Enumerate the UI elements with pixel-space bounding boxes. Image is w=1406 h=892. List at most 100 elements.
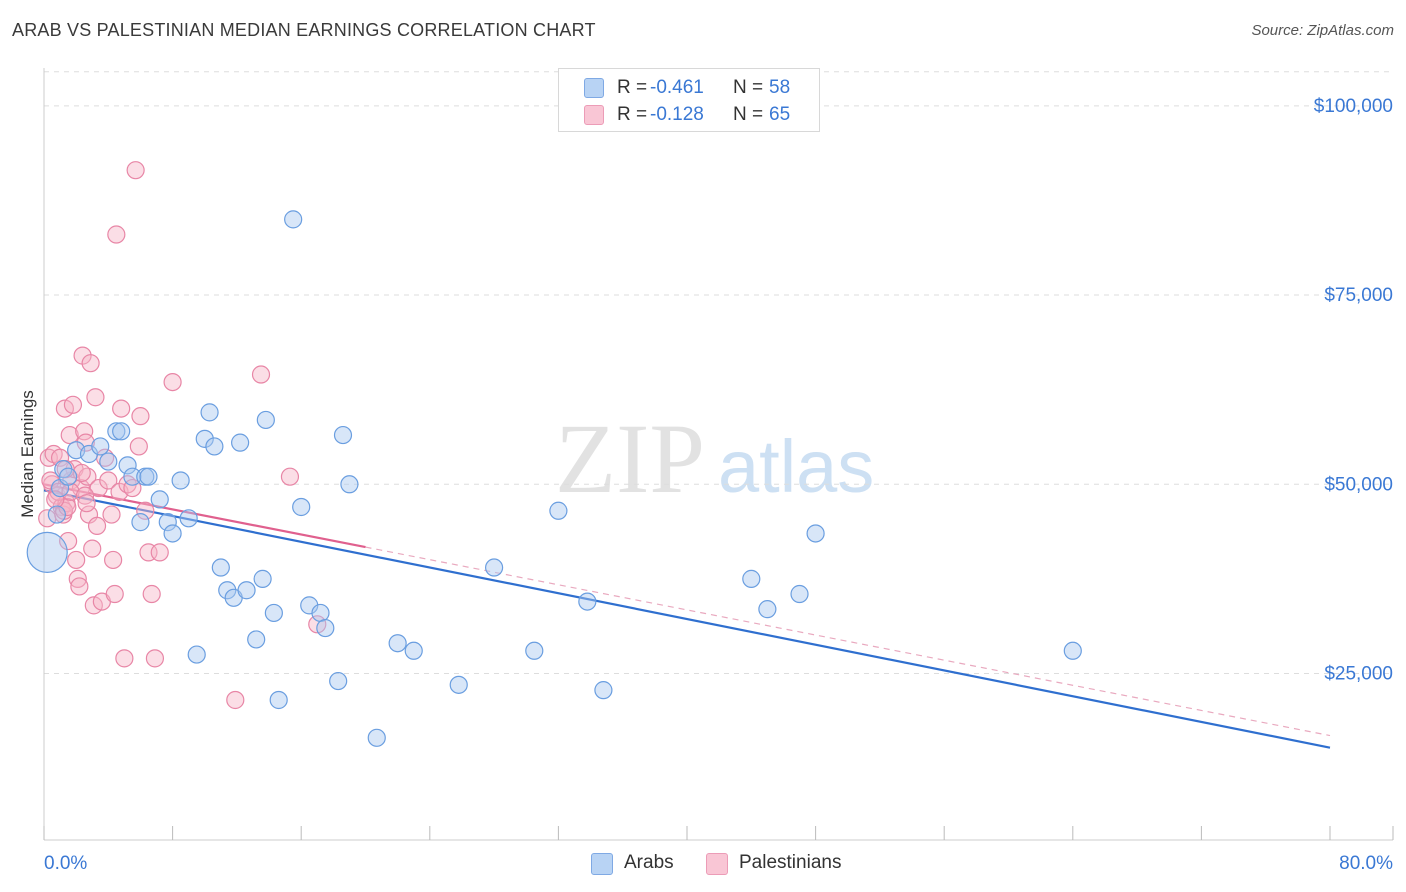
palestinians-point <box>87 516 107 536</box>
arabs-point <box>47 505 66 524</box>
palestinians-point <box>136 501 155 520</box>
arabs-point <box>256 410 275 430</box>
palestinians-point <box>99 471 118 490</box>
arabs-point <box>404 641 423 660</box>
palestinians-point <box>126 161 145 180</box>
source-label: Source: ZipAtlas.com <box>1251 22 1394 39</box>
r-value: -0.128 <box>650 104 704 125</box>
arabs-point <box>594 681 613 700</box>
arabs-point <box>388 634 407 653</box>
y-axis-label: Median Earnings <box>18 390 37 518</box>
arabs-swatch <box>584 78 604 98</box>
arabs-point <box>525 641 544 660</box>
arabs-trend-line <box>43 489 1331 749</box>
arabs-point <box>449 675 468 694</box>
palestinians-point <box>75 422 94 441</box>
arabs-point <box>284 210 303 229</box>
x-tick-label: 0.0% <box>44 853 87 874</box>
arabs-point <box>247 630 266 649</box>
arabs-point <box>158 513 177 532</box>
palestinians-point <box>50 448 70 467</box>
palestinians-trend-extension <box>365 546 1331 737</box>
r-label: R = <box>617 77 648 98</box>
palestinians-point <box>67 550 86 570</box>
legend-label-palestinians: Palestinians <box>739 852 842 873</box>
palestinians-point <box>150 543 169 562</box>
n-value: 58 <box>769 77 791 98</box>
y-tick-label: $25,000 <box>1324 663 1393 684</box>
arabs-point <box>205 437 224 456</box>
arabs-point <box>316 618 335 638</box>
x-tick-labels: 0.0% 80.0% <box>44 853 1393 874</box>
arabs-point <box>367 728 386 747</box>
palestinians-point <box>46 490 65 509</box>
trend-lines <box>43 483 1331 749</box>
arabs-point <box>758 600 777 619</box>
palestinians-swatch <box>706 853 728 875</box>
legend-row-palestinians: R = -0.128 N = 65 <box>559 102 819 128</box>
palestinians-trend-line <box>43 483 366 549</box>
y-tick-label: $100,000 <box>1314 96 1393 117</box>
arabs-point <box>150 490 169 509</box>
palestinians-point <box>280 467 300 486</box>
arabs-point <box>742 569 761 588</box>
arabs-point <box>211 558 230 577</box>
arabs-point <box>311 603 330 623</box>
arabs-swatch <box>591 853 613 875</box>
arabs-point <box>195 429 214 448</box>
x-tick-label: 80.0% <box>1339 853 1393 874</box>
palestinians-point <box>60 425 79 445</box>
arabs-point <box>200 403 219 422</box>
n-label: N = <box>733 77 764 98</box>
palestinians-point <box>163 372 182 392</box>
legend-row-arabs: R = -0.461 N = 58 <box>559 75 819 101</box>
arabs-point <box>340 475 359 494</box>
arabs-point <box>179 509 198 528</box>
palestinians-point <box>251 365 271 384</box>
y-tick-labels: $25,000 $50,000 $75,000 $100,000 <box>1314 96 1393 685</box>
arabs-point <box>485 558 504 577</box>
palestinians-point <box>226 690 245 710</box>
palestinians-point <box>145 649 165 668</box>
arabs-point <box>269 690 288 710</box>
n-value: 65 <box>769 104 791 125</box>
arabs-point <box>59 467 78 486</box>
arabs-point <box>806 524 825 543</box>
arabs-point <box>163 524 182 543</box>
arabs-point <box>333 425 353 445</box>
palestinians-point <box>76 433 95 452</box>
arabs-points <box>26 210 1082 747</box>
arabs-point <box>237 581 256 600</box>
arabs-point <box>123 467 142 486</box>
palestinians-point <box>63 395 83 414</box>
arabs-point <box>91 437 110 456</box>
palestinians-point <box>70 577 89 596</box>
arabs-point <box>139 467 158 486</box>
chart-title: ARAB VS PALESTINIAN MEDIAN EARNINGS CORR… <box>12 20 596 40</box>
palestinians-point <box>81 354 100 373</box>
arabs-point <box>264 603 283 623</box>
arabs-point <box>112 422 131 441</box>
palestinians-point <box>61 482 80 501</box>
arabs-point <box>171 471 190 490</box>
arabs-point <box>131 513 150 532</box>
palestinians-point <box>142 584 161 604</box>
r-label: R = <box>617 104 648 125</box>
arabs-point <box>578 592 597 611</box>
arabs-point <box>790 584 809 604</box>
n-label: N = <box>733 104 764 125</box>
palestinians-point <box>115 649 134 668</box>
palestinians-swatch <box>584 105 604 125</box>
palestinians-point <box>89 478 108 498</box>
arabs-point <box>187 645 206 664</box>
y-tick-label: $50,000 <box>1324 474 1393 495</box>
arabs-point <box>292 497 311 517</box>
arabs-point <box>118 456 137 475</box>
arabs-point <box>99 452 118 471</box>
correlation-legend: R = -0.461 N = 58 R = -0.128 N = 65 <box>558 68 820 132</box>
y-tick-label: $75,000 <box>1324 285 1393 306</box>
arabs-point <box>218 581 237 600</box>
palestinians-point <box>112 399 131 418</box>
palestinians-point <box>102 505 121 524</box>
